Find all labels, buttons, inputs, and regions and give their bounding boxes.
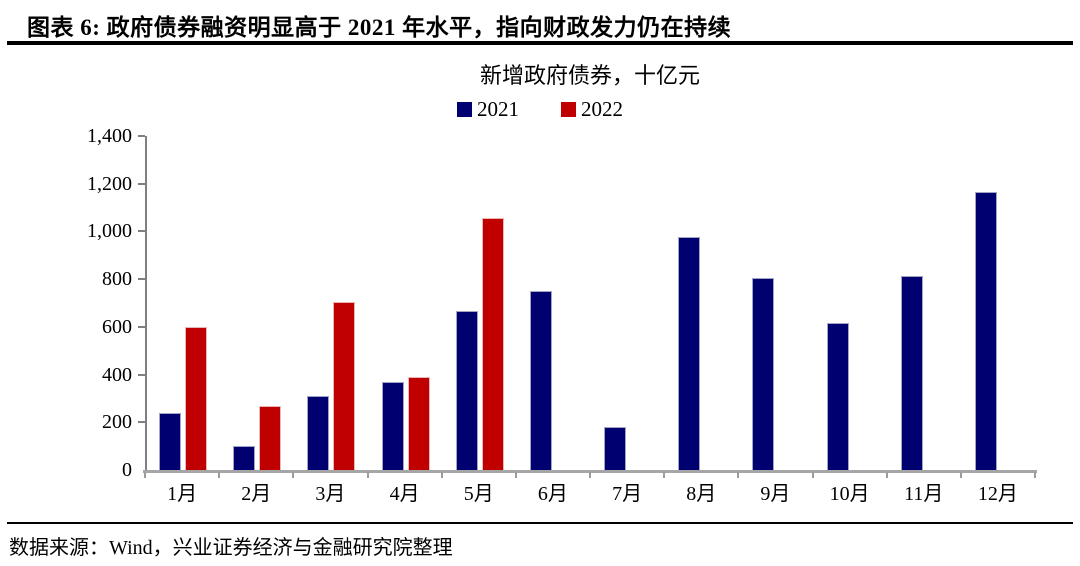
y-tick-label: 400 xyxy=(102,363,132,386)
legend-item-2022: 2022 xyxy=(561,97,623,122)
x-category-label: 8月 xyxy=(686,483,717,505)
chart-title: 新增政府债券，十亿元 xyxy=(479,63,700,88)
bar-2022-2月 xyxy=(259,405,282,470)
x-category-label: 9月 xyxy=(760,483,791,505)
legend-swatch-2022-icon xyxy=(561,101,576,117)
legend-swatch-2021-icon xyxy=(457,101,472,117)
legend-label-2021: 2021 xyxy=(477,96,519,121)
y-tick-label: 1,200 xyxy=(87,172,132,195)
y-tick-label: 0 xyxy=(122,459,132,481)
x-tick-mark xyxy=(292,472,295,478)
x-category-label: 10月 xyxy=(829,483,870,505)
x-category-label: 4月 xyxy=(389,483,420,505)
bar-2022-5月 xyxy=(481,218,504,470)
x-tick-mark xyxy=(144,472,146,478)
x-tick-mark xyxy=(589,472,591,478)
y-tick-mark xyxy=(138,373,145,376)
x-tick-mark xyxy=(663,472,666,478)
x-category-label: 1月 xyxy=(167,483,198,505)
x-tick-mark xyxy=(737,472,740,478)
bar-2021-7月 xyxy=(604,427,626,470)
y-axis-line xyxy=(145,136,147,472)
x-category-label: 11月 xyxy=(904,483,944,505)
legend-label-2022: 2022 xyxy=(581,96,623,121)
y-tick-mark xyxy=(138,182,145,185)
footer-rule xyxy=(7,522,1073,524)
x-category-label: 6月 xyxy=(537,483,568,505)
bar-2021-6月 xyxy=(529,291,552,470)
x-tick-mark xyxy=(811,472,814,478)
bar-2022-4月 xyxy=(407,376,430,470)
bar-2021-1月 xyxy=(159,412,181,470)
bar-2022-1月 xyxy=(185,326,207,470)
y-tick-label: 200 xyxy=(102,411,132,434)
bar-2021-8月 xyxy=(678,237,701,470)
x-category-label: 7月 xyxy=(612,483,643,505)
bar-2021-5月 xyxy=(455,311,478,470)
x-category-label: 12月 xyxy=(977,483,1018,505)
x-tick-mark xyxy=(218,472,221,478)
x-category-label: 3月 xyxy=(315,483,346,505)
x-tick-mark xyxy=(885,472,888,478)
bar-2021-11月 xyxy=(900,275,923,470)
y-tick-mark xyxy=(138,325,145,328)
x-axis-line xyxy=(143,470,1037,473)
y-tick-mark xyxy=(138,135,145,137)
x-category-label: 2月 xyxy=(241,483,272,505)
y-tick-label: 1,000 xyxy=(87,220,132,243)
bar-2021-9月 xyxy=(752,277,775,470)
x-category-label: 5月 xyxy=(463,483,494,505)
y-tick-mark xyxy=(138,421,145,424)
bar-2021-3月 xyxy=(307,396,330,470)
y-tick-mark xyxy=(138,230,145,233)
chart-legend: 2021 2022 xyxy=(145,97,935,121)
x-tick-mark xyxy=(440,472,443,478)
bar-2021-12月 xyxy=(974,192,997,470)
figure-title: 图表 6: 政府债券融资明显高于 2021 年水平，指向财政发力仍在持续 xyxy=(27,15,732,40)
title-rule xyxy=(7,41,1073,45)
x-tick-mark xyxy=(959,472,962,478)
y-tick-label: 1,400 xyxy=(87,125,132,147)
bar-2022-3月 xyxy=(333,301,356,470)
x-tick-mark xyxy=(366,472,369,478)
data-source: 数据来源：Wind，兴业证券经济与金融研究院整理 xyxy=(9,537,453,559)
y-tick-mark xyxy=(138,278,145,281)
legend-item-2021: 2021 xyxy=(457,97,519,122)
bar-2021-10月 xyxy=(826,323,849,470)
bar-2021-4月 xyxy=(381,381,404,470)
y-tick-label: 600 xyxy=(102,315,132,338)
bar-2021-2月 xyxy=(233,446,256,470)
x-tick-mark xyxy=(1034,472,1036,478)
x-tick-mark xyxy=(514,472,517,478)
y-tick-label: 800 xyxy=(102,268,132,291)
